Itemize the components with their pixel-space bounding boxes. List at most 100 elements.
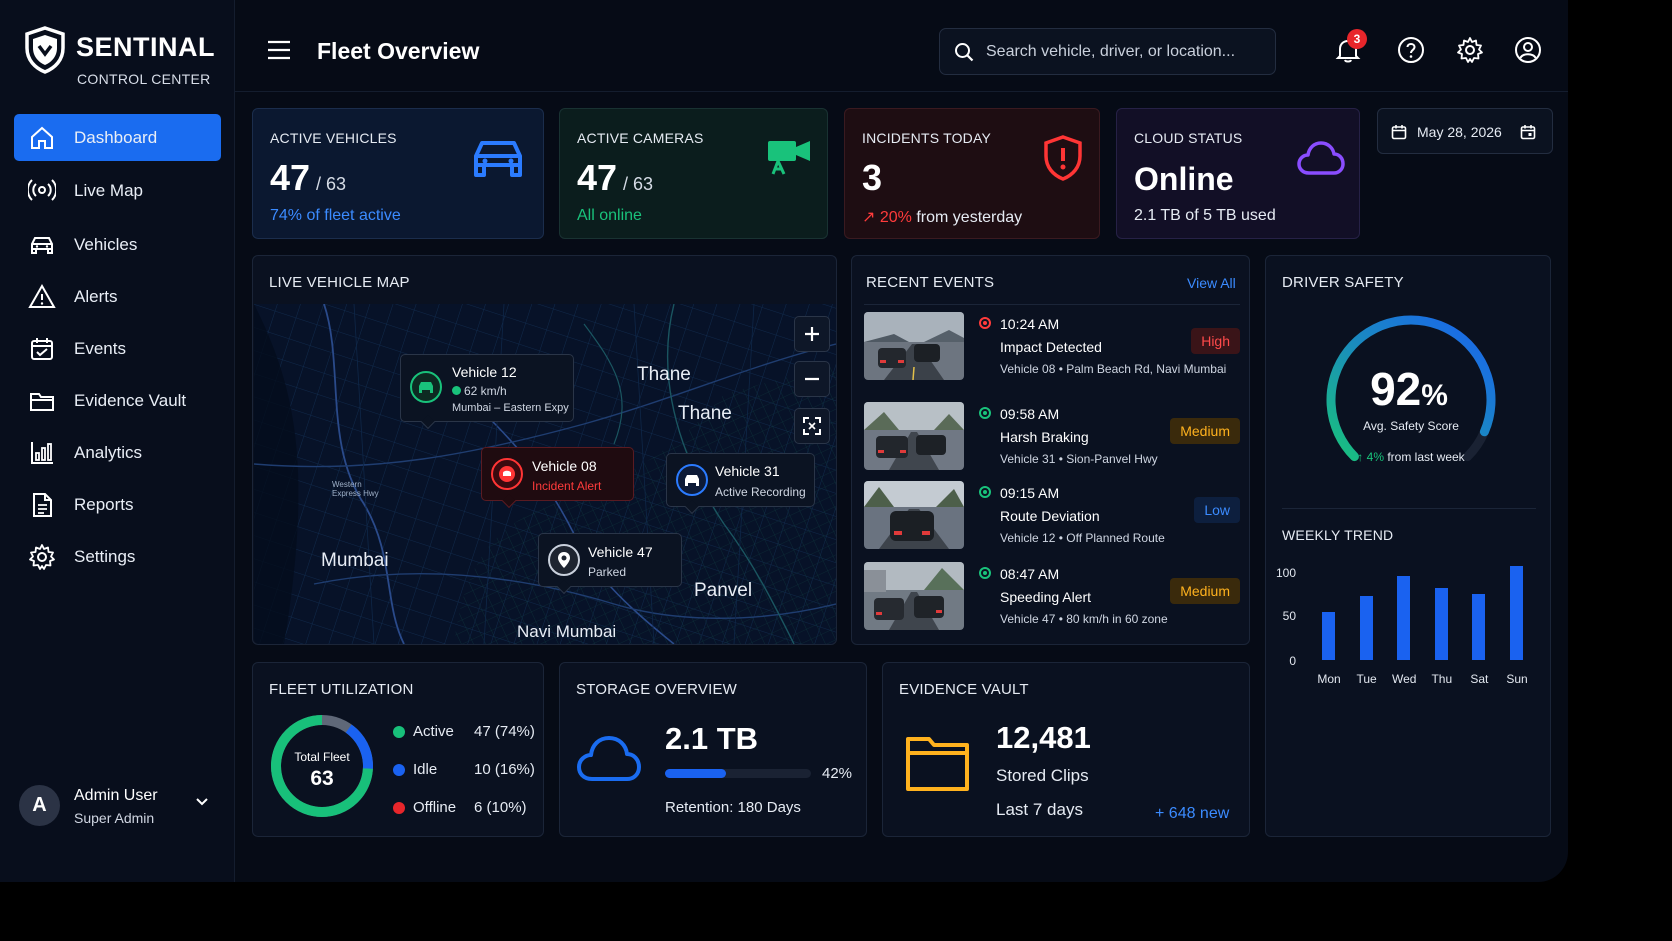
trend-bar-mon xyxy=(1322,612,1335,660)
legend-dot xyxy=(393,726,405,738)
vehicle-speed: 62 km/h xyxy=(452,384,507,398)
search-icon xyxy=(955,43,974,62)
car-icon xyxy=(474,141,522,177)
kpi-cloud-status[interactable]: CLOUD STATUS Online 2.1 TB of 5 TB used xyxy=(1116,108,1360,239)
x-tick-label: Wed xyxy=(1391,672,1417,686)
calendar-grid-icon xyxy=(1520,125,1536,140)
notification-badge: 3 xyxy=(1347,29,1367,49)
sidebar-item-reports[interactable]: Reports xyxy=(14,481,221,528)
logo: SENTINAL CONTROL CENTER xyxy=(24,26,224,90)
map-canvas[interactable]: Western Express Hwy Thane Thane Mumbai P… xyxy=(254,304,836,644)
settings-gear-icon[interactable] xyxy=(1456,36,1484,64)
event-row[interactable]: 09:58 AM Harsh Braking Vehicle 31 • Sion… xyxy=(864,400,1240,472)
road-label: Western Express Hwy xyxy=(332,480,379,498)
calendar-icon xyxy=(31,338,53,360)
event-time: 08:47 AM xyxy=(1000,566,1060,582)
zoom-out-button[interactable] xyxy=(794,361,830,397)
vehicle-marker-circle xyxy=(548,544,580,576)
sidebar-item-label: Evidence Vault xyxy=(74,390,187,410)
event-row[interactable]: 10:24 AM Impact Detected Vehicle 08 • Pa… xyxy=(864,310,1240,382)
sidebar-item-label: Alerts xyxy=(74,286,118,306)
kpi-active-vehicles[interactable]: ACTIVE VEHICLES 47/ 63 74% of fleet acti… xyxy=(252,108,544,239)
user-role: Super Admin xyxy=(74,810,155,826)
sidebar-item-dashboard[interactable]: Dashboard xyxy=(14,114,221,161)
panel-title: DRIVER SAFETY xyxy=(1282,274,1404,291)
user-menu[interactable]: A Admin User Super Admin xyxy=(19,781,219,833)
x-tick-label: Sun xyxy=(1506,672,1528,686)
help-icon[interactable] xyxy=(1397,36,1425,64)
new-clips-link[interactable]: + 648 new xyxy=(1155,805,1230,822)
vehicle-47-marker[interactable]: Vehicle 47 Parked xyxy=(538,533,682,595)
vehicle-12-marker[interactable]: Vehicle 12 62 km/h Mumbai – Eastern Expy xyxy=(400,354,574,430)
account-icon[interactable] xyxy=(1514,36,1542,64)
search-box xyxy=(939,28,1276,75)
kpi-subtext: ↗ 20% from yesterday xyxy=(862,209,1023,226)
sidebar-item-analytics[interactable]: Analytics xyxy=(14,429,221,476)
panel-title: STORAGE OVERVIEW xyxy=(576,681,738,698)
x-tick-label: Thu xyxy=(1431,672,1453,686)
clip-count: 12,481 xyxy=(996,720,1091,755)
vehicle-title: Vehicle 47 xyxy=(588,544,653,560)
date-picker[interactable]: May 28, 2026 xyxy=(1377,108,1553,154)
trend-bar-sun xyxy=(1510,566,1523,660)
donut-segment-idle xyxy=(271,715,373,817)
event-status-dot xyxy=(979,407,991,419)
sidebar-item-live-map[interactable]: Live Map xyxy=(14,166,221,216)
x-tick-label: Tue xyxy=(1356,672,1377,686)
kpi-subtext: 74% of fleet active xyxy=(270,207,401,224)
event-description: Vehicle 31 • Sion-Panvel Hwy xyxy=(1000,452,1158,466)
x-tick-label: Mon xyxy=(1317,672,1341,686)
kpi-active-cameras[interactable]: ACTIVE CAMERAS 47/ 63 All online xyxy=(559,108,828,239)
document-icon xyxy=(33,493,52,517)
safety-gauge xyxy=(1326,315,1496,462)
event-status-dot xyxy=(979,567,991,579)
plus-icon xyxy=(805,327,819,341)
dashcam-image xyxy=(864,481,964,549)
event-time: 09:15 AM xyxy=(1000,485,1060,501)
kpi-label: ACTIVE VEHICLES xyxy=(270,130,397,146)
vehicle-08-marker[interactable]: Vehicle 08 Incident Alert xyxy=(481,447,634,509)
trend-bar-tue xyxy=(1359,596,1373,660)
vehicle-title: Vehicle 12 xyxy=(452,364,517,380)
gauge-fill xyxy=(1326,315,1496,462)
car-icon xyxy=(31,237,53,254)
y-tick-label: 50 xyxy=(1282,609,1296,623)
sidebar-item-alerts[interactable]: Alerts xyxy=(14,273,221,320)
sidebar-nav: Dashboard Live Map Vehicles Alerts Event… xyxy=(14,114,221,585)
top-bar: Fleet Overview 3 xyxy=(235,0,1568,92)
vehicle-status: Parked xyxy=(588,565,627,579)
fullscreen-button[interactable] xyxy=(794,408,830,444)
search-input[interactable] xyxy=(986,41,1266,63)
sidebar-item-label: Settings xyxy=(74,546,136,566)
event-row[interactable]: 08:47 AM Speeding Alert Vehicle 47 • 80 … xyxy=(864,560,1240,632)
car-icon xyxy=(419,382,433,393)
vehicle-marker-circle xyxy=(491,458,523,490)
alarm-icon xyxy=(499,466,515,482)
city-label: Thane xyxy=(678,403,732,424)
trend-bar-thu xyxy=(1434,587,1448,660)
kpi-value: 47/ 63 xyxy=(270,157,347,198)
vehicle-status: Incident Alert xyxy=(532,479,602,493)
kpi-subtext: 2.1 TB of 5 TB used xyxy=(1134,207,1276,224)
sidebar-item-evidence-vault[interactable]: Evidence Vault xyxy=(14,377,221,424)
car-icon xyxy=(685,475,699,486)
kpi-label: ACTIVE CAMERAS xyxy=(577,130,704,146)
sidebar-item-vehicles[interactable]: Vehicles xyxy=(14,221,221,268)
expand-icon xyxy=(803,417,821,435)
sidebar-item-settings[interactable]: Settings xyxy=(14,533,221,580)
folder-icon xyxy=(906,737,969,791)
zoom-in-button[interactable] xyxy=(794,316,830,352)
sidebar-item-events[interactable]: Events xyxy=(14,325,221,372)
severity-badge: Medium xyxy=(1170,578,1240,604)
donut-label: Total Fleet xyxy=(294,750,350,764)
event-title: Speeding Alert xyxy=(1000,589,1092,605)
app-window: SENTINAL CONTROL CENTER Dashboard Live M… xyxy=(0,0,1568,882)
chevron-down-icon xyxy=(196,798,208,806)
view-all-link[interactable]: View All xyxy=(1187,275,1236,291)
divider xyxy=(864,304,1240,305)
event-row[interactable]: 09:15 AM Route Deviation Vehicle 12 • Of… xyxy=(864,479,1240,551)
hamburger-menu-icon[interactable] xyxy=(267,40,291,60)
user-name: Admin User xyxy=(74,787,158,804)
vehicle-31-marker[interactable]: Vehicle 31 Active Recording xyxy=(666,453,815,515)
kpi-incidents-today[interactable]: INCIDENTS TODAY 3 ↗ 20% from yesterday xyxy=(844,108,1100,239)
